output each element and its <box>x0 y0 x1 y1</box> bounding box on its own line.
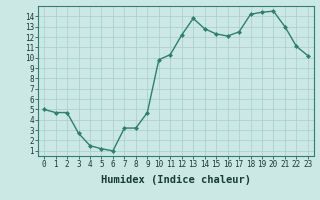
X-axis label: Humidex (Indice chaleur): Humidex (Indice chaleur) <box>101 175 251 185</box>
